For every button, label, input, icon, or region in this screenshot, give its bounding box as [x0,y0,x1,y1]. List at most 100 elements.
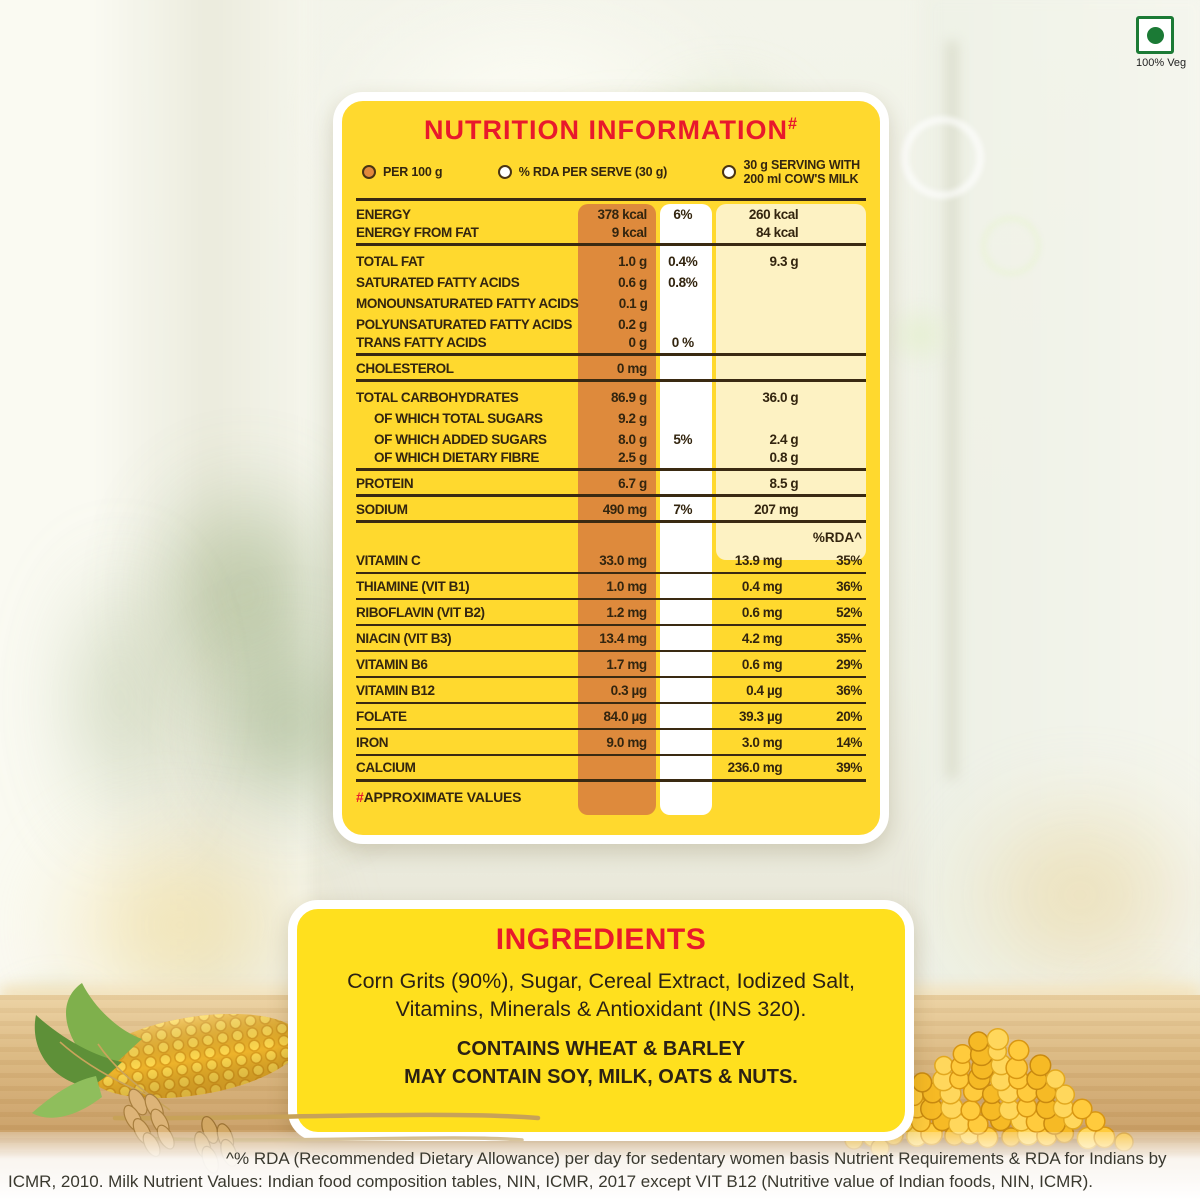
nutrition-row: CHOLESTEROL 0 mg [356,361,866,382]
nutrition-row: SATURATED FATTY ACIDS 0.6 g 0.8% [356,272,866,293]
nutrition-row: ENERGY FROM FAT 9 kcal 84 kcal [356,225,866,246]
nutrition-row: NIACIN (VIT B3) 13.4 mg 4.2 mg 35% [356,626,866,652]
nutrient-name: PROTEIN [356,476,414,491]
value-per-100g: 9.2 g [618,411,647,426]
nutrition-row: VITAMIN B6 1.7 mg 0.6 mg 29% [356,652,866,678]
value-with-milk: 36.0 g [762,390,799,405]
leaves-dark-3 [50,540,190,860]
nutrition-row: RIBOFLAVIN (VIT B2) 1.2 mg 0.6 mg 52% [356,600,866,626]
value-rda-with-milk: 52% [836,604,862,620]
nutrition-row: OF WHICH ADDED SUGARS 8.0 g 5% 2.4 g [356,429,866,450]
nutrition-row: ENERGY 378 kcal 6% 260 kcal [356,204,866,225]
value-rda-per-serve: 0.4% [668,254,698,269]
value-per-100g: 9 kcal [611,225,648,240]
legend-swatch-icon [722,165,737,179]
value-with-milk: 0.6 mg [741,604,783,620]
nutrition-row: OF WHICH DIETARY FIBRE 2.5 g 0.8 g [356,450,866,471]
nutrient-name: POLYUNSATURATED FATTY ACIDS [356,317,572,332]
veg-mark-label: 100% Veg [1136,57,1187,69]
legend-item: PER 100 g [362,165,443,179]
value-with-milk: 0.4 µg [746,682,783,698]
value-per-100g: 0.2 g [618,317,647,332]
nutrition-table: ENERGY 378 kcal 6% 260 kcal ENERGY FROM FAT 9… [356,198,866,815]
legend-label: % RDA PER SERVE (30 g) [518,165,668,179]
nutrition-row: TOTAL FAT 1.0 g 0.4% 9.3 g [356,251,866,272]
value-per-100g: 0.6 g [618,275,647,290]
nutrition-row: FOLATE 84.0 µg 39.3 µg 20% [356,704,866,730]
nutrient-name: NIACIN (VIT B3) [356,630,452,646]
nutrition-row: CALCIUM 236.0 mg 39% [356,756,866,782]
nutrient-name: OF WHICH DIETARY FIBRE [374,450,539,465]
value-rda-per-serve: 5% [673,432,693,447]
legend: PER 100 g % RDA PER SERVE (30 g) 30 g SERV… [356,154,866,190]
may-contain-note: MAY CONTAIN SOY, MILK, OATS & NUTS. [404,1065,798,1088]
legend-item: 30 g SERVING WITH 200 ml COW'S MILK [722,158,860,186]
nutrient-name: OF WHICH TOTAL SUGARS [374,411,543,426]
nutrition-row: PROTEIN 6.7 g 8.5 g [356,476,866,497]
rda-column-header: %RDA^ [812,530,862,545]
nutrient-name: VITAMIN B12 [356,682,435,698]
legend-label: 30 g SERVING WITH 200 ml COW'S MILK [743,158,860,186]
nutrition-row: SODIUM 490 mg 7% 207 mg [356,502,866,523]
value-per-100g: 2.5 g [618,450,647,465]
value-rda-with-milk: 39% [836,760,862,775]
leaves-dark-1 [140,460,350,730]
veg-mark-square [1136,16,1174,54]
bokeh-ring-2 [980,215,1042,277]
nutrient-name: OF WHICH ADDED SUGARS [374,432,547,447]
value-with-milk: 8.5 g [769,476,799,491]
value-with-milk: 0.6 mg [741,656,783,672]
value-per-100g: 1.0 mg [606,578,647,594]
value-per-100g: 6.7 g [618,476,647,491]
value-with-milk: 207 mg [754,502,799,517]
nutrient-name: SODIUM [356,502,408,517]
value-with-milk: 2.4 g [769,432,799,447]
value-per-100g: 0 g [628,335,648,350]
value-per-100g: 8.0 g [618,432,647,447]
approximate-values-text: APPROXIMATE VALUES [363,789,522,805]
nutrient-name: THIAMINE (VIT B1) [356,578,470,594]
value-per-100g: 0.3 µg [610,682,648,698]
value-per-100g: 33.0 mg [599,552,647,568]
bokeh-dot-1 [885,300,955,370]
value-per-100g: 1.7 mg [606,656,647,672]
value-rda-per-serve: 0 % [671,335,694,350]
value-per-100g: 378 kcal [597,207,647,222]
veg-mark: 100% Veg [1136,16,1186,69]
nutrition-row: TOTAL CARBOHYDRATES 86.9 g 36.0 g [356,387,866,408]
nutrition-title-text: NUTRITION INFORMATION [424,115,788,145]
warm-glow-right [940,780,1200,1010]
right-pane [920,0,1200,1010]
value-rda-with-milk: 36% [836,682,862,698]
value-rda-with-milk: 29% [836,656,862,672]
nutrient-name: TOTAL CARBOHYDRATES [356,390,519,405]
value-rda-with-milk: 35% [836,552,862,568]
nutrition-row: OF WHICH TOTAL SUGARS 9.2 g [356,408,866,429]
nutrition-row: VITAMIN C 33.0 mg 13.9 mg 35% [356,548,866,574]
value-with-milk: 0.4 mg [741,578,783,594]
value-rda-with-milk: 20% [836,708,862,724]
value-per-100g: 1.0 g [618,254,647,269]
nutrient-name: VITAMIN C [356,552,421,568]
value-with-milk: 9.3 g [769,254,799,269]
veg-mark-dot-icon [1146,26,1164,44]
curtain-left [0,0,310,1010]
nutrient-name: CHOLESTEROL [356,361,454,376]
value-with-milk: 39.3 µg [738,708,783,724]
value-with-milk: 3.0 mg [741,734,783,750]
ingredients-title: INGREDIENTS [495,923,707,956]
value-rda-per-serve: 0.8% [668,275,698,290]
nutrient-name: IRON [356,734,389,750]
nutrition-panel: NUTRITION INFORMATION# PER 100 g % RDA PE… [333,92,889,844]
nutrient-name: VITAMIN B6 [356,656,428,672]
value-with-milk: 236.0 mg [727,760,783,775]
nutrient-name: TOTAL FAT [356,254,425,269]
value-per-100g: 0 mg [616,361,647,376]
nutrient-name: FOLATE [356,708,407,724]
value-per-100g: 1.2 mg [606,604,647,620]
legend-label: PER 100 g [383,165,443,179]
nutrition-title-footmark: # [787,115,798,133]
value-per-100g: 13.4 mg [599,630,647,646]
footer-note: ^% RDA (Recommended Dietary Allowance) p… [8,1149,1167,1191]
value-per-100g: 0.1 g [618,296,648,311]
